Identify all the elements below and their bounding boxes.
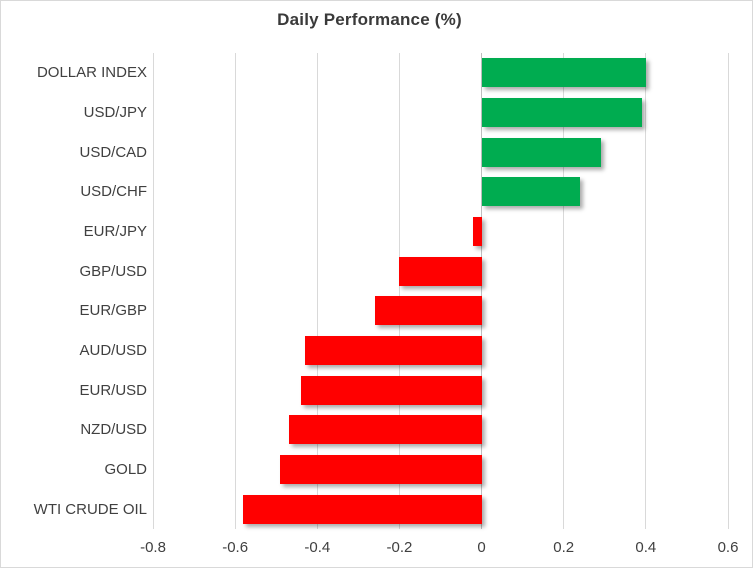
x-tick-label: 0.4 [635,539,657,556]
plot-area [152,53,729,529]
category-label-usd-cad: USD/CAD [79,143,147,161]
bar-gbp-usd [399,256,482,286]
category-label-column: DOLLAR INDEX USD/JPY USD/CAD USD/CHF EUR/JPY… [1,53,147,529]
bar-aud-usd [304,336,482,365]
x-tick-label: -0.8 [140,539,166,556]
category-label-eur-usd: EUR/USD [79,381,147,399]
bar-usd-cad [481,137,601,167]
bar-usd-jpy [481,98,642,127]
x-tick-label: -0.2 [386,539,413,556]
x-tick-label: -0.6 [222,539,249,556]
gridline [398,53,400,529]
category-label-usd-chf: USD/CHF [80,183,147,201]
x-tick-label: -0.4 [304,539,331,556]
gridline [234,53,236,529]
category-label-dollar-index: DOLLAR INDEX [36,64,147,82]
bar-usd-chf [481,177,581,207]
gridline [645,53,647,529]
bar-gold [280,455,482,484]
zero-axis-line [481,53,483,529]
category-label-eur-jpy: EUR/JPY [83,222,147,240]
x-tick-label: 0.6 [717,539,739,556]
gridline [316,53,318,529]
bar-nzd-usd [288,415,482,445]
category-label-nzd-usd: NZD/USD [80,421,147,439]
bar-wti-crude-oil [243,494,482,524]
chart-title: Daily Performance (%) [277,10,462,29]
bar-eur-gbp [374,296,482,326]
x-axis: -0.8 -0.6 -0.4 -0.2 0 0.2 0.4 0.6 [140,539,738,559]
category-label-gbp-usd: GBP/USD [79,262,147,280]
category-label-eur-gbp: EUR/GBP [79,302,147,320]
bar-dollar-index [481,58,646,88]
category-label-aud-usd: AUD/USD [79,341,147,359]
gridline [727,53,729,529]
bar-eur-usd [300,375,482,405]
bar-eur-jpy [473,217,482,246]
x-tick-label: 0.2 [553,539,575,556]
gridline [563,53,565,529]
category-label-gold: GOLD [104,460,147,478]
gridline [152,53,154,529]
x-tick-label: 0 [477,539,486,556]
category-label-wti-crude-oil: WTI CRUDE OIL [33,500,147,518]
category-label-usd-jpy: USD/JPY [83,103,147,121]
